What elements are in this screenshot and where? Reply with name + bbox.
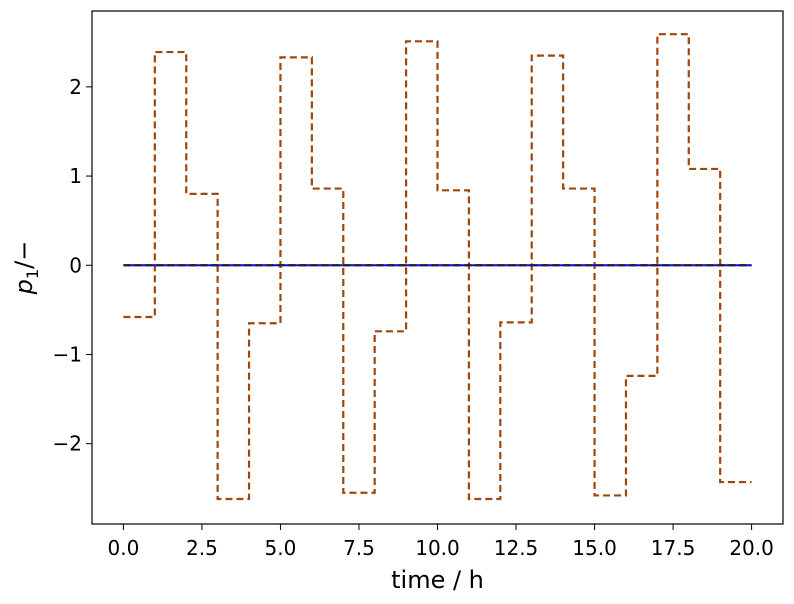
y-axis-label-main: p	[10, 279, 38, 295]
y-tick-label: −2	[53, 432, 82, 456]
y-axis-label-suffix: /−	[10, 241, 38, 269]
y-tick-label: 1	[69, 164, 82, 188]
y-axis-label: p1/−	[10, 241, 42, 296]
y-axis: −2 −1 0 1 2	[53, 75, 92, 456]
y-tick-label: −1	[53, 342, 82, 366]
x-tick-label: 7.5	[343, 536, 375, 560]
x-tick-label: 10.0	[415, 536, 460, 560]
x-tick-label: 12.5	[494, 536, 539, 560]
x-axis: 0.0 2.5 5.0 7.5 10.0 12.5 15.0 17.5 20.0	[108, 524, 774, 560]
x-tick-label: 15.0	[572, 536, 617, 560]
series-layer	[123, 33, 752, 501]
x-tick-label: 2.5	[186, 536, 218, 560]
x-tick-label: 17.5	[651, 536, 696, 560]
x-axis-label: time / h	[391, 566, 484, 594]
series-line-1	[123, 33, 752, 501]
y-axis-label-sub: 1	[23, 269, 42, 279]
x-tick-label: 5.0	[265, 536, 297, 560]
y-tick-label: 2	[69, 75, 82, 99]
x-tick-label: 20.0	[729, 536, 774, 560]
y-tick-label: 0	[69, 253, 82, 277]
x-tick-label: 0.0	[108, 536, 140, 560]
